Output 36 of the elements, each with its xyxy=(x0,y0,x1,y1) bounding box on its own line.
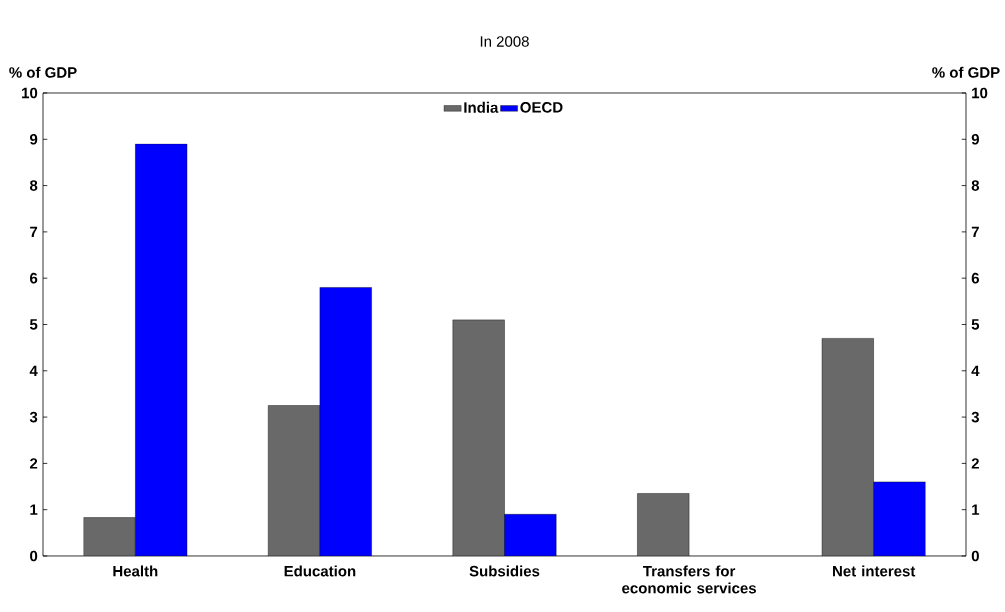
y-tick-label: 5 xyxy=(29,319,38,330)
y2-tick-label: 5 xyxy=(971,319,980,330)
y2-tick-label: 0 xyxy=(971,550,979,562)
y-tick-label: 2 xyxy=(29,458,38,469)
y2-tick-label: 6 xyxy=(971,272,979,284)
bar xyxy=(504,514,557,556)
bar xyxy=(319,287,372,556)
y-tick-label: 3 xyxy=(29,411,38,423)
y2-axis-title: % of GDP xyxy=(932,66,1000,78)
x-tick-label: Transfers for economic services xyxy=(622,565,756,594)
y2-tick-label: 10 xyxy=(972,87,988,99)
legend-label: OECD xyxy=(520,102,563,113)
x-tick-label: Net interest xyxy=(833,565,916,577)
chart-title: In 2008 xyxy=(480,36,529,47)
bar xyxy=(873,481,926,556)
y2-tick-label: 2 xyxy=(971,458,979,469)
y-axis-title: % of GDP xyxy=(9,66,77,78)
x-tick-label: Education xyxy=(284,565,356,577)
y2-tick-label: 3 xyxy=(971,411,979,423)
bar xyxy=(135,143,188,556)
y2-tick-label: 4 xyxy=(971,365,980,376)
y-tick-label: 0 xyxy=(30,550,38,562)
y-tick-label: 9 xyxy=(29,133,38,145)
y-tick-label: 4 xyxy=(29,365,38,376)
y2-tick-label: 9 xyxy=(971,133,979,145)
y2-tick-label: 8 xyxy=(971,180,980,191)
x-tick-label: Health xyxy=(113,565,158,577)
y-tick-label: 6 xyxy=(30,272,38,284)
y-tick-label: 8 xyxy=(29,180,38,191)
y2-tick-label: 7 xyxy=(971,226,979,238)
y-tick-label: 10 xyxy=(22,87,38,99)
y-tick-label: 1 xyxy=(30,504,38,515)
y2-tick-label: 1 xyxy=(972,504,980,515)
legend-label: India xyxy=(464,101,499,113)
y-tick-label: 7 xyxy=(30,226,38,238)
x-tick-label: Subsidies xyxy=(469,565,540,577)
